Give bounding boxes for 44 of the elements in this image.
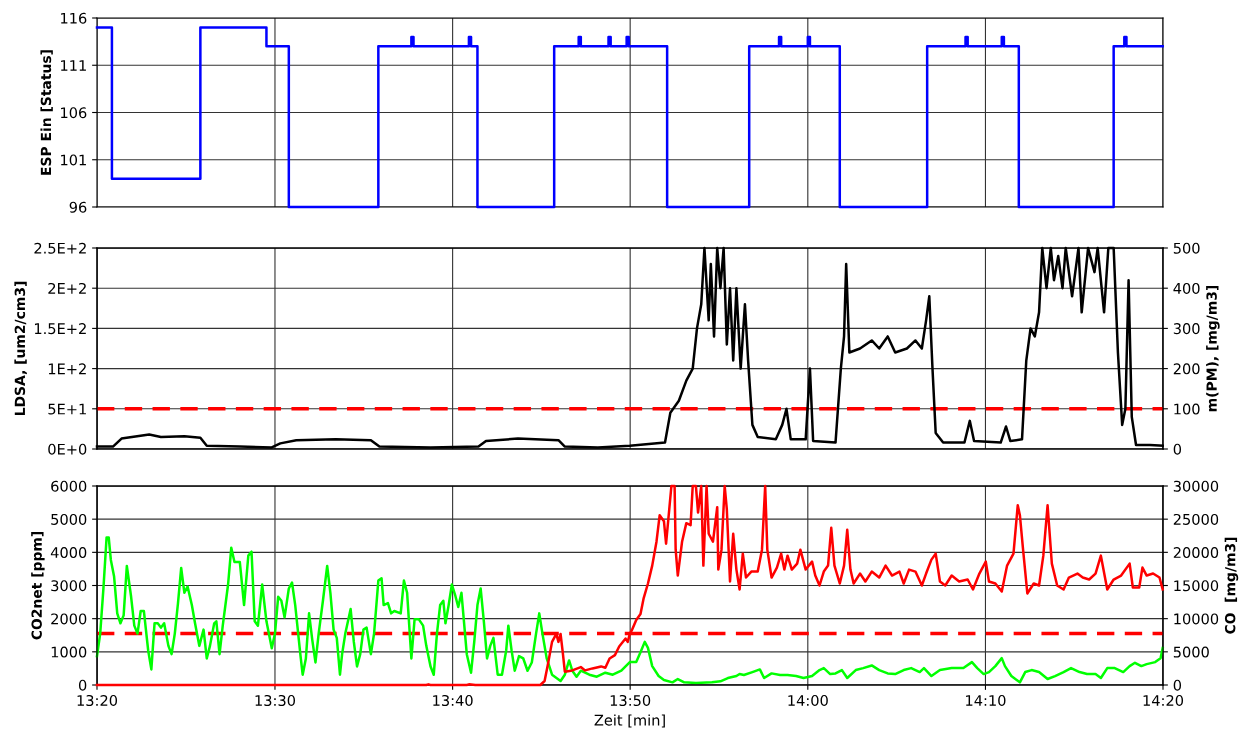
- y-tick-label: 0E+0: [48, 443, 87, 455]
- x-tick-label: 13:50: [610, 694, 651, 707]
- y2-tick-label: 25000: [1173, 513, 1219, 525]
- x-tick-label: 14:00: [788, 694, 828, 707]
- y-tick-label: 3000: [51, 580, 87, 592]
- y-tick-label: 96: [69, 201, 87, 213]
- x-axis-title: Zeit [min]: [594, 714, 665, 728]
- y2-tick-label: 10000: [1174, 613, 1219, 625]
- x-tick-label: 14:20: [1143, 694, 1184, 707]
- x-tick-label: 14:10: [966, 694, 1006, 707]
- y2-tick-label: 20000: [1173, 547, 1219, 559]
- y-tick-label: 2.5E+2: [34, 242, 86, 254]
- x-tick-label: 13:30: [255, 694, 296, 707]
- y-axis-title: ESP Ein [Status]: [40, 50, 53, 175]
- y2-axis-title: CO [mg/m3]: [1224, 537, 1239, 634]
- y-axis-title: CO2net [ppm]: [31, 531, 45, 640]
- y-tick-label: 0: [78, 679, 87, 691]
- y2-tick-label: 0: [1173, 679, 1182, 691]
- y2-tick-label: 15000: [1174, 580, 1219, 592]
- y2-tick-label: 5000: [1173, 646, 1209, 658]
- y-tick-label: 116: [61, 12, 87, 24]
- y-axis-title: LDSA, [um2/cm3]: [14, 281, 27, 416]
- y-tick-label: 1000: [51, 646, 87, 658]
- y-tick-label: 1E+2: [48, 363, 86, 375]
- y-tick-label: 5000: [51, 513, 87, 525]
- y-tick-label: 2E+2: [48, 282, 86, 294]
- y2-tick-label: 300: [1173, 323, 1200, 335]
- y-tick-label: 6000: [51, 480, 87, 492]
- y2-tick-label: 400: [1173, 282, 1200, 294]
- x-tick-label: 13:20: [77, 694, 118, 707]
- y-tick-label: 2000: [51, 613, 87, 625]
- y-tick-label: 106: [61, 107, 87, 119]
- y2-tick-label: 200: [1173, 363, 1200, 375]
- y-tick-label: 4000: [50, 547, 87, 559]
- y-tick-label: 101: [61, 154, 86, 166]
- y-tick-label: 111: [61, 60, 86, 71]
- y2-tick-label: 500: [1173, 242, 1200, 254]
- y2-tick-label: 30000: [1173, 480, 1219, 492]
- y2-tick-label: 100: [1174, 403, 1200, 415]
- y2-tick-label: 0: [1173, 443, 1182, 455]
- x-tick-label: 13:40: [433, 694, 473, 707]
- y-tick-label: 1.5E+2: [34, 323, 86, 335]
- y2-axis-title: m(PM), [mg/m3]: [1206, 285, 1220, 412]
- y-tick-label: 5E+1: [48, 403, 86, 415]
